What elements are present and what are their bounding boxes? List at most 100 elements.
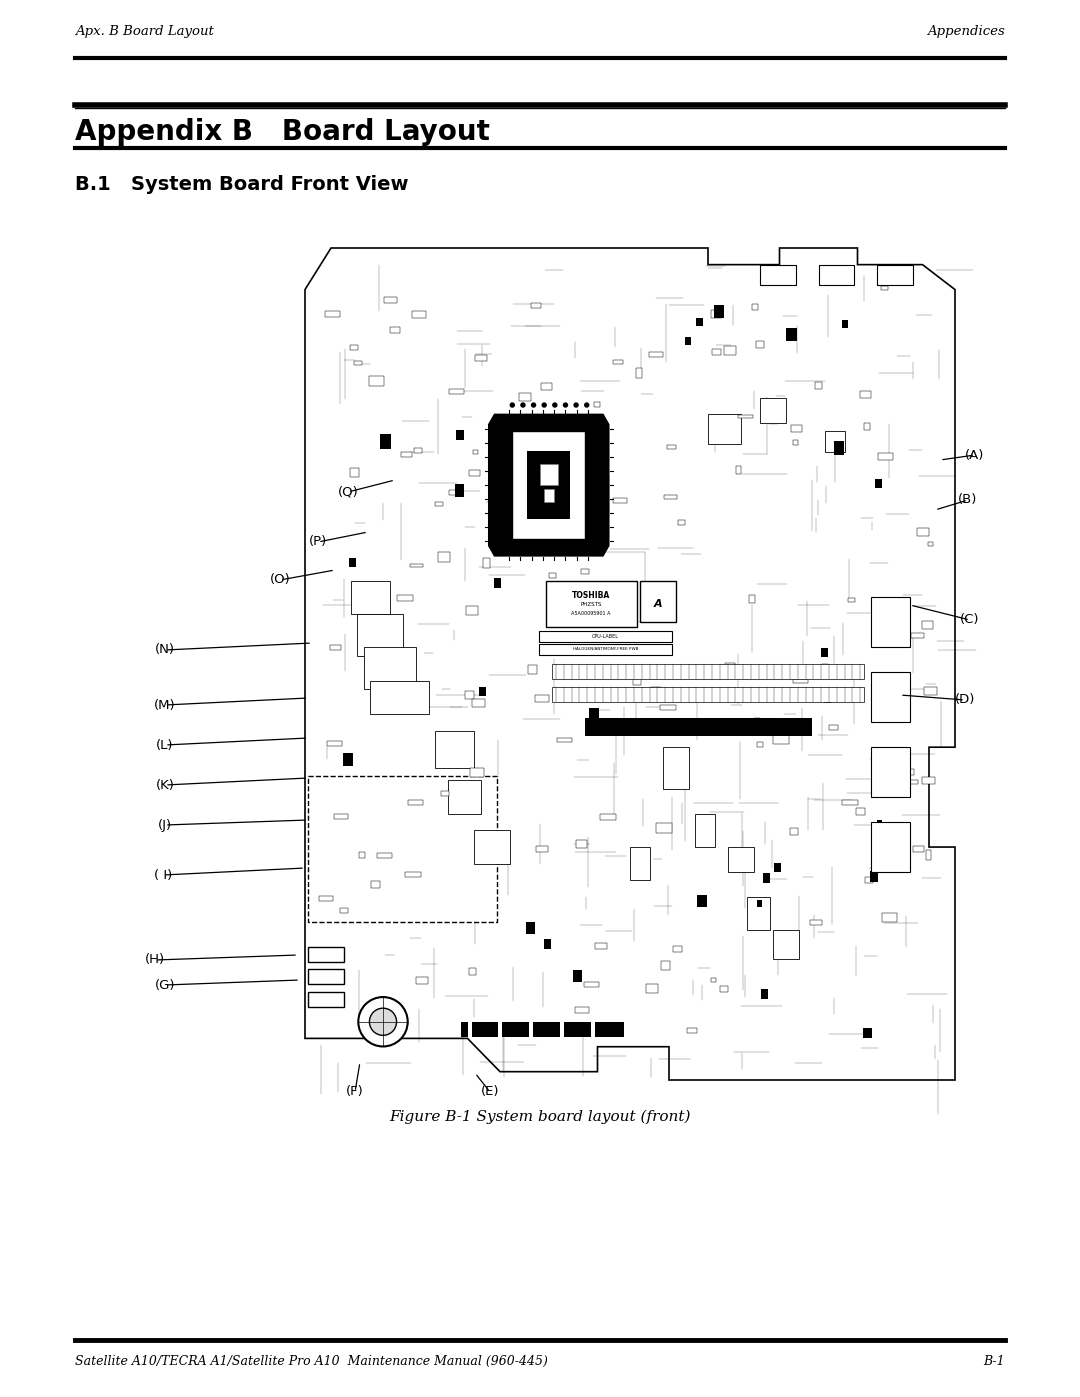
Bar: [380, 434, 391, 448]
Bar: [696, 814, 715, 847]
Bar: [325, 312, 339, 317]
Bar: [537, 847, 548, 852]
Bar: [539, 630, 672, 641]
Bar: [708, 415, 741, 443]
Bar: [589, 708, 599, 721]
Bar: [595, 943, 607, 949]
Bar: [473, 450, 478, 454]
Text: TOSHIBA: TOSHIBA: [572, 591, 610, 599]
Bar: [685, 337, 691, 345]
Bar: [842, 799, 859, 805]
Bar: [594, 402, 600, 408]
Bar: [649, 352, 663, 358]
Bar: [335, 813, 349, 820]
Bar: [875, 479, 882, 488]
Bar: [724, 346, 735, 355]
Text: (O): (O): [270, 574, 291, 587]
Bar: [757, 900, 762, 907]
Text: (K): (K): [156, 778, 175, 792]
Bar: [340, 908, 348, 912]
Bar: [369, 376, 384, 386]
Bar: [910, 633, 924, 638]
Bar: [584, 718, 812, 736]
Bar: [877, 264, 913, 285]
Text: Satellite A10/TECRA A1/Satellite Pro A10  Maintenance Manual (960-445): Satellite A10/TECRA A1/Satellite Pro A10…: [75, 1355, 548, 1368]
Bar: [651, 687, 661, 697]
Bar: [472, 698, 485, 707]
Bar: [697, 317, 703, 327]
Bar: [448, 490, 457, 495]
Bar: [581, 569, 590, 574]
Bar: [760, 398, 786, 423]
Bar: [725, 662, 735, 672]
Bar: [728, 847, 754, 872]
Bar: [539, 644, 672, 655]
Bar: [756, 341, 764, 348]
Bar: [557, 738, 572, 742]
Bar: [464, 692, 474, 700]
Bar: [810, 919, 822, 925]
Bar: [441, 791, 449, 796]
Bar: [480, 687, 486, 696]
Bar: [633, 676, 640, 686]
Bar: [438, 552, 449, 562]
Bar: [885, 837, 890, 847]
Bar: [855, 807, 865, 816]
Bar: [789, 828, 798, 835]
Bar: [712, 310, 721, 317]
Bar: [357, 615, 403, 655]
Bar: [824, 693, 832, 703]
Bar: [573, 970, 582, 982]
Bar: [924, 687, 937, 694]
Bar: [561, 1021, 564, 1037]
Bar: [402, 451, 411, 457]
Text: (N): (N): [156, 644, 175, 657]
Bar: [527, 443, 537, 448]
Polygon shape: [488, 414, 609, 556]
Bar: [752, 303, 758, 310]
Bar: [410, 564, 423, 567]
Text: B-1: B-1: [984, 1355, 1005, 1368]
Bar: [864, 423, 870, 430]
Bar: [650, 726, 657, 735]
Circle shape: [521, 404, 525, 407]
Bar: [499, 509, 508, 517]
Bar: [664, 496, 677, 499]
Bar: [583, 982, 599, 986]
Text: Figure B-1 System board layout (front): Figure B-1 System board layout (front): [389, 1111, 691, 1125]
Bar: [577, 840, 586, 848]
Polygon shape: [305, 249, 955, 1080]
Text: PHZSTS: PHZSTS: [580, 602, 602, 608]
Bar: [793, 679, 808, 683]
Bar: [613, 499, 626, 503]
Bar: [518, 393, 531, 401]
Bar: [330, 645, 341, 650]
Text: (A): (A): [966, 448, 985, 461]
Bar: [762, 873, 770, 883]
Bar: [552, 664, 864, 679]
Bar: [711, 978, 716, 982]
Bar: [435, 502, 444, 507]
Bar: [435, 731, 474, 768]
Bar: [636, 367, 643, 377]
Circle shape: [553, 404, 557, 407]
Bar: [414, 448, 422, 453]
Bar: [308, 777, 497, 922]
Bar: [879, 767, 893, 771]
Bar: [591, 1028, 604, 1034]
Bar: [732, 722, 743, 731]
Bar: [712, 349, 720, 355]
Bar: [819, 264, 854, 285]
Bar: [814, 381, 822, 388]
Bar: [591, 1021, 595, 1037]
Bar: [448, 781, 481, 814]
Bar: [842, 320, 848, 328]
Circle shape: [369, 1009, 396, 1035]
Bar: [739, 415, 754, 419]
Bar: [469, 968, 476, 975]
Bar: [639, 581, 675, 622]
Bar: [351, 468, 359, 478]
Bar: [755, 718, 760, 726]
Text: Appendices: Appendices: [928, 25, 1005, 38]
Bar: [917, 528, 929, 535]
